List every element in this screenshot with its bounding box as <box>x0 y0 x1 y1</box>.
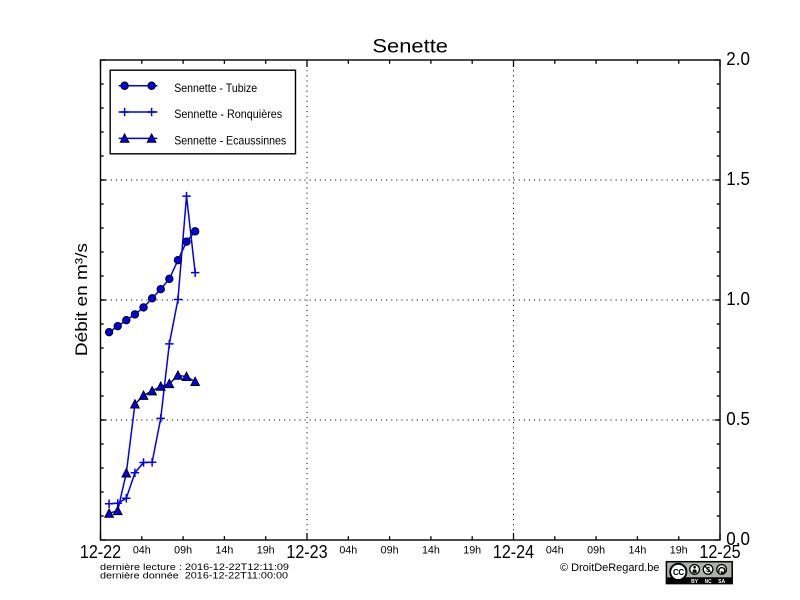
svg-text:Débit en m³/s: Débit en m³/s <box>72 243 91 356</box>
svg-text:Sennette - Tubize: Sennette - Tubize <box>174 81 257 95</box>
svg-text:19h: 19h <box>670 544 688 556</box>
svg-text:NC: NC <box>705 579 712 585</box>
svg-text:dernière donnée 2016-12-22T11: dernière donnée 2016-12-22T11:00:00 <box>100 571 288 582</box>
svg-text:09h: 09h <box>174 544 192 556</box>
svg-text:09h: 09h <box>381 544 399 556</box>
svg-text:19h: 19h <box>257 544 275 556</box>
svg-text:19h: 19h <box>463 544 481 556</box>
svg-text:14h: 14h <box>215 544 233 556</box>
svg-text:0.5: 0.5 <box>726 409 750 429</box>
svg-text:1.5: 1.5 <box>726 169 750 189</box>
svg-text:CC: CC <box>673 568 684 577</box>
svg-text:14h: 14h <box>628 544 646 556</box>
svg-text:Sennette - Ronquières: Sennette - Ronquières <box>174 107 282 121</box>
svg-text:Sennette - Ecaussinnes: Sennette - Ecaussinnes <box>174 134 286 148</box>
svg-text:04h: 04h <box>133 544 151 556</box>
svg-text:2.0: 2.0 <box>726 49 750 69</box>
svg-text:BY: BY <box>691 579 698 585</box>
svg-text:12-25: 12-25 <box>699 542 740 562</box>
svg-text:1.0: 1.0 <box>726 289 750 309</box>
svg-text:0.0: 0.0 <box>726 529 750 549</box>
svg-text:04h: 04h <box>339 544 357 556</box>
svg-text:09h: 09h <box>587 544 605 556</box>
svg-text:14h: 14h <box>422 544 440 556</box>
svg-text:© DroitDeRegard.be: © DroitDeRegard.be <box>560 562 659 574</box>
svg-text:Senette: Senette <box>372 37 448 58</box>
svg-text:12-23: 12-23 <box>286 542 327 562</box>
svg-text:12-22: 12-22 <box>80 542 121 562</box>
svg-text:04h: 04h <box>546 544 564 556</box>
svg-text:SA: SA <box>718 579 725 585</box>
svg-text:12-24: 12-24 <box>493 542 534 562</box>
svg-text:dernière lecture : 2016-12-22T: dernière lecture : 2016-12-22T12:11:09 <box>100 562 289 573</box>
